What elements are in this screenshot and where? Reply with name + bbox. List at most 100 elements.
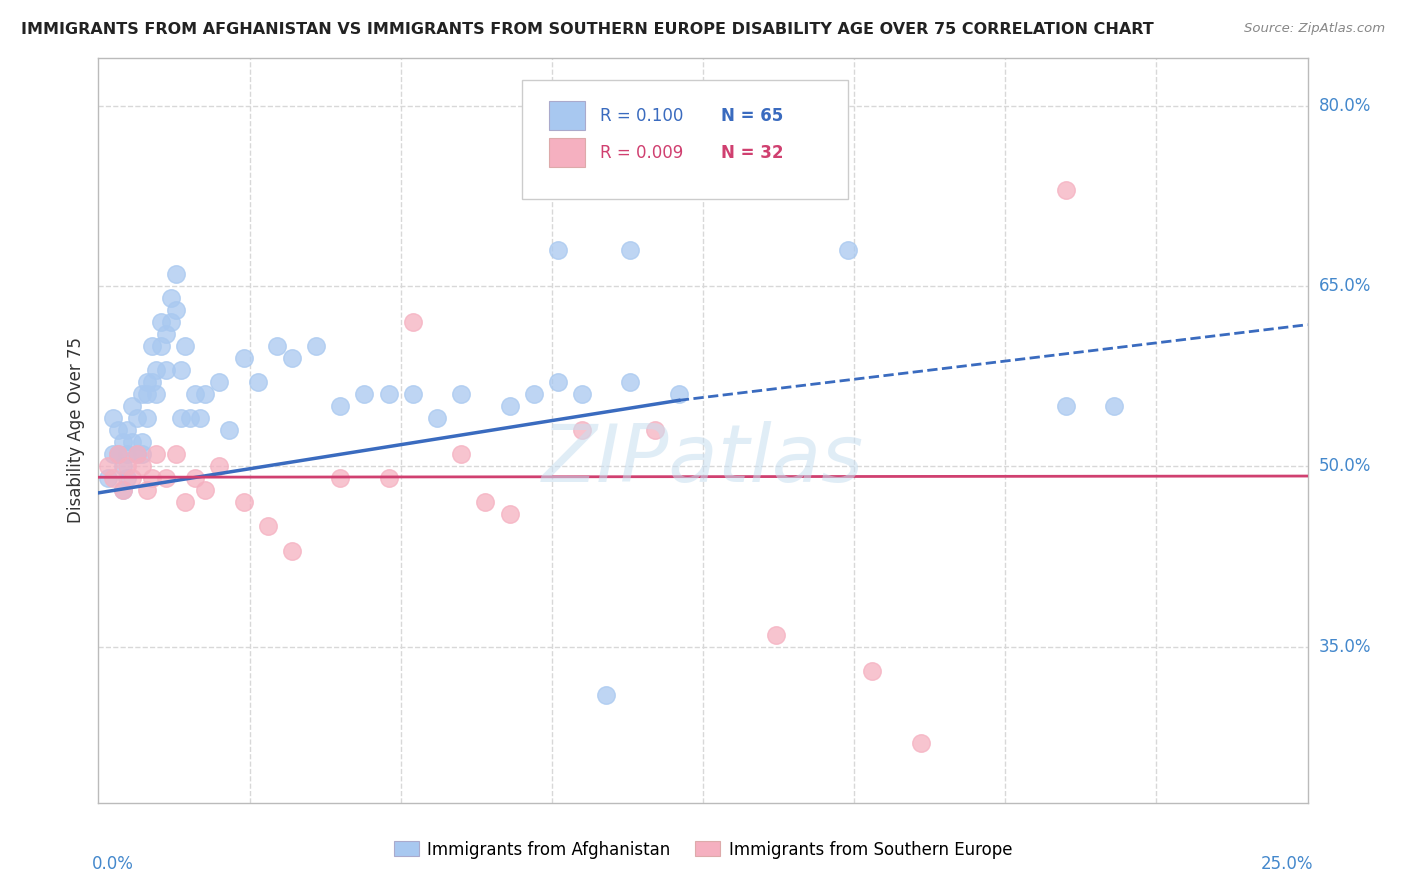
Point: [107, 447, 129, 461]
Point: [135, 411, 157, 425]
Point: [668, 387, 690, 401]
Point: [450, 387, 472, 401]
Point: [131, 447, 153, 461]
Point: [619, 376, 641, 390]
Point: [426, 411, 449, 425]
Point: [174, 495, 197, 509]
Point: [188, 411, 211, 425]
Point: [329, 471, 352, 485]
Point: [208, 459, 231, 474]
Point: [101, 447, 124, 461]
Point: [523, 387, 546, 401]
Point: [1054, 400, 1077, 414]
Point: [377, 387, 399, 401]
Point: [498, 400, 520, 414]
Text: N = 65: N = 65: [721, 107, 783, 125]
Point: [281, 543, 304, 558]
Text: Source: ZipAtlas.com: Source: ZipAtlas.com: [1244, 22, 1385, 36]
Point: [135, 387, 157, 401]
Text: IMMIGRANTS FROM AFGHANISTAN VS IMMIGRANTS FROM SOUTHERN EUROPE DISABILITY AGE OV: IMMIGRANTS FROM AFGHANISTAN VS IMMIGRANT…: [21, 22, 1154, 37]
Point: [402, 315, 425, 329]
Text: 35.0%: 35.0%: [1319, 638, 1371, 656]
Point: [1102, 400, 1125, 414]
Point: [135, 376, 157, 390]
Point: [194, 387, 217, 401]
Point: [107, 423, 129, 437]
Point: [127, 411, 149, 425]
Text: 0.0%: 0.0%: [93, 855, 134, 873]
Point: [498, 508, 520, 522]
Point: [402, 387, 425, 401]
Point: [208, 376, 231, 390]
Point: [474, 495, 496, 509]
Point: [150, 315, 173, 329]
Point: [127, 447, 149, 461]
Point: [860, 664, 883, 678]
Point: [101, 411, 124, 425]
Text: 25.0%: 25.0%: [1261, 855, 1313, 873]
Point: [117, 459, 139, 474]
Point: [150, 339, 173, 353]
Point: [97, 459, 120, 474]
Point: [121, 435, 143, 450]
Point: [141, 339, 163, 353]
Point: [194, 483, 217, 498]
Text: R = 0.009: R = 0.009: [600, 145, 683, 162]
Point: [377, 471, 399, 485]
Point: [131, 435, 153, 450]
Point: [97, 471, 120, 485]
Point: [247, 376, 270, 390]
Point: [266, 339, 288, 353]
Point: [111, 435, 134, 450]
Point: [169, 363, 191, 377]
Point: [111, 483, 134, 498]
Point: [184, 471, 207, 485]
Point: [155, 327, 177, 342]
Point: [765, 627, 787, 641]
Text: ZIPatlas: ZIPatlas: [541, 421, 865, 500]
Point: [165, 303, 187, 318]
Point: [547, 243, 569, 257]
Point: [281, 351, 304, 366]
Point: [160, 291, 183, 305]
Point: [145, 447, 167, 461]
Point: [571, 387, 593, 401]
Point: [450, 447, 472, 461]
Legend: Immigrants from Afghanistan, Immigrants from Southern Europe: Immigrants from Afghanistan, Immigrants …: [387, 834, 1019, 865]
Point: [111, 459, 134, 474]
Point: [184, 387, 207, 401]
Point: [165, 267, 187, 281]
Text: 65.0%: 65.0%: [1319, 277, 1371, 295]
Text: N = 32: N = 32: [721, 145, 783, 162]
Point: [121, 471, 143, 485]
Point: [131, 387, 153, 401]
Point: [305, 339, 328, 353]
Point: [644, 423, 666, 437]
Point: [145, 363, 167, 377]
Text: 50.0%: 50.0%: [1319, 458, 1371, 475]
Point: [131, 459, 153, 474]
Point: [837, 243, 859, 257]
Point: [1054, 183, 1077, 197]
Point: [117, 423, 139, 437]
Point: [165, 447, 187, 461]
Point: [232, 351, 254, 366]
Point: [117, 471, 139, 485]
FancyBboxPatch shape: [550, 138, 585, 168]
Point: [179, 411, 201, 425]
Point: [174, 339, 197, 353]
Point: [107, 447, 129, 461]
Point: [547, 376, 569, 390]
Text: R = 0.100: R = 0.100: [600, 107, 683, 125]
Point: [169, 411, 191, 425]
Y-axis label: Disability Age Over 75: Disability Age Over 75: [66, 337, 84, 524]
Point: [155, 363, 177, 377]
Point: [121, 400, 143, 414]
Point: [155, 471, 177, 485]
Point: [232, 495, 254, 509]
Point: [218, 423, 240, 437]
Point: [141, 376, 163, 390]
Point: [353, 387, 375, 401]
Point: [127, 447, 149, 461]
Point: [135, 483, 157, 498]
